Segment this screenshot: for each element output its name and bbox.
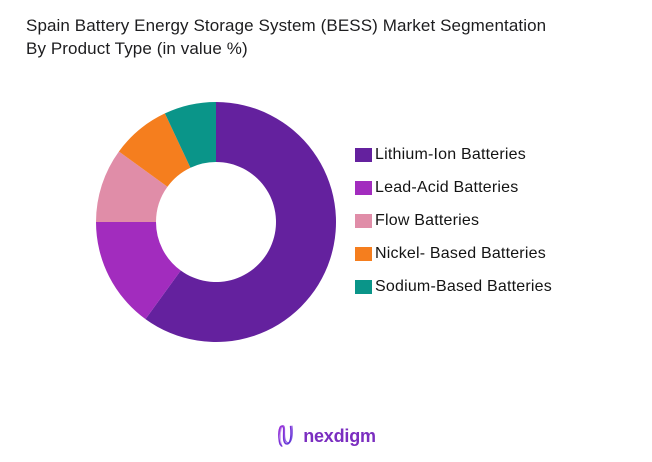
legend-swatch (355, 148, 372, 162)
brand-footer: nexdigm (0, 421, 652, 451)
donut-chart-area (86, 92, 346, 352)
legend-label: Nickel- Based Batteries (375, 245, 546, 262)
legend-swatch (355, 280, 372, 294)
donut-slice-sodium-based-batteries (164, 102, 216, 168)
legend-label: Flow Batteries (375, 212, 480, 229)
legend: Lithium-Ion Batteries Lead-Acid Batteries… (355, 143, 552, 299)
donut-slice-flow-batteries (96, 151, 168, 222)
legend-swatch (355, 247, 372, 261)
legend-item: Nickel- Based Batteries (355, 242, 552, 266)
chart-title: Spain Battery Energy Storage System (BES… (26, 14, 636, 60)
chart-title-line1: Spain Battery Energy Storage System (BES… (26, 16, 547, 35)
nexdigm-logo-icon (278, 425, 294, 447)
legend-label: Lead-Acid Batteries (375, 179, 519, 196)
legend-label: Sodium-Based Batteries (375, 278, 552, 295)
donut-slice-nickel-based-batteries (118, 113, 191, 187)
chart-title-line2: By Product Type (in value %) (26, 39, 248, 58)
donut-slice-lead-acid-batteries (96, 222, 181, 320)
legend-item: Lithium-Ion Batteries (355, 143, 552, 167)
donut-slice-lithium-ion-batteries (145, 102, 337, 342)
brand-name: nexdigm (303, 426, 376, 446)
legend-item: Lead-Acid Batteries (355, 176, 552, 200)
legend-swatch (355, 214, 372, 228)
legend-label: Lithium-Ion Batteries (375, 146, 526, 163)
legend-item: Sodium-Based Batteries (355, 275, 552, 299)
legend-item: Flow Batteries (355, 209, 552, 233)
donut-chart (96, 102, 337, 342)
legend-swatch (355, 181, 372, 195)
